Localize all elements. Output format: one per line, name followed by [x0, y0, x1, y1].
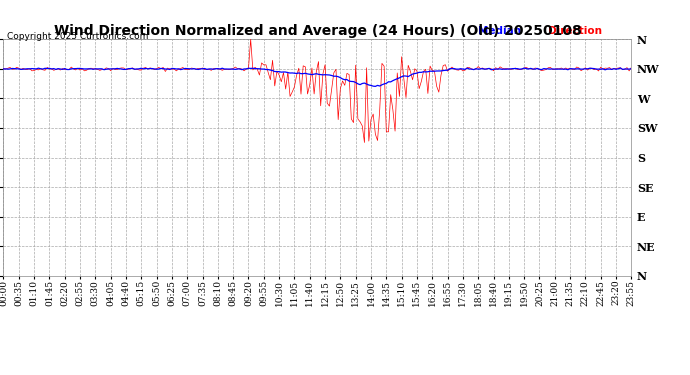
Title: Wind Direction Normalized and Average (24 Hours) (Old) 20250108: Wind Direction Normalized and Average (2…: [54, 24, 581, 38]
Text: Direction: Direction: [549, 26, 602, 36]
Text: Median: Median: [477, 26, 521, 36]
Text: Copyright 2025 Curtronics.com: Copyright 2025 Curtronics.com: [7, 32, 148, 41]
